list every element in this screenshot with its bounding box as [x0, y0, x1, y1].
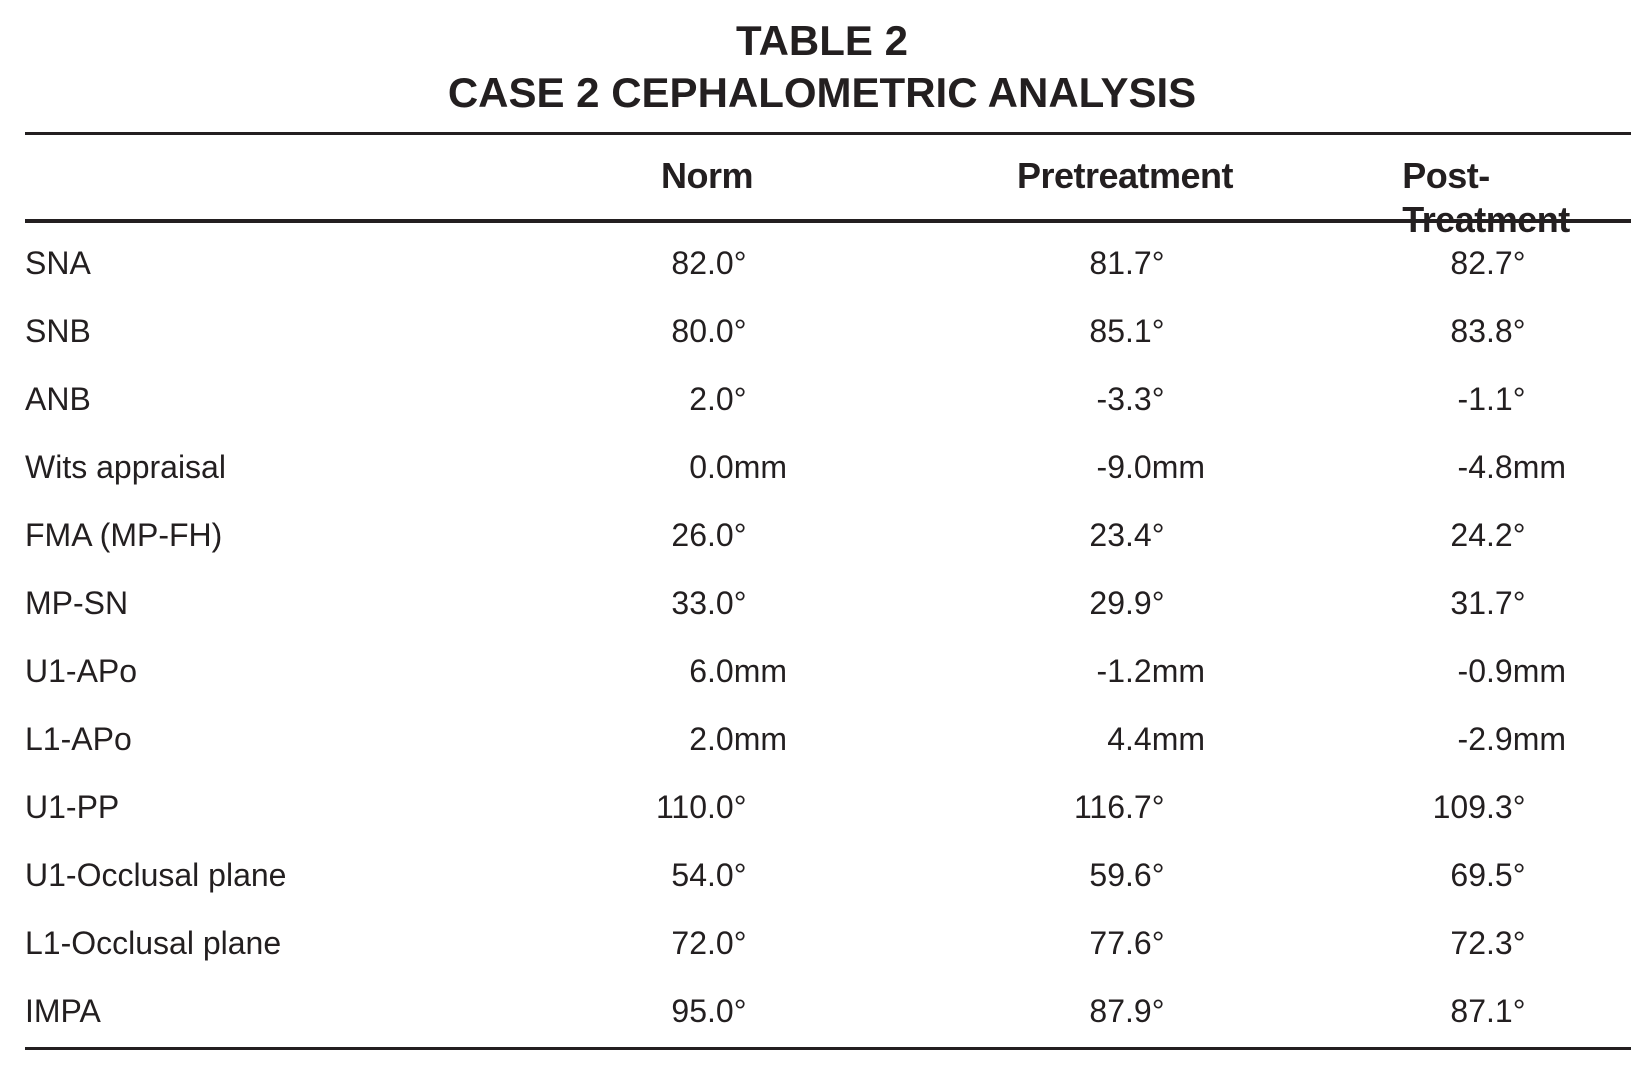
value-cell: -1.1° [1457, 381, 1526, 417]
value-cell: 4.4mm [1107, 721, 1205, 757]
value-cell: -2.9mm [1457, 721, 1566, 757]
row-label: L1-APo [25, 721, 132, 757]
row-label: SNA [25, 245, 91, 281]
value-cell: 82.0° [671, 245, 747, 281]
table-subtitle: CASE 2 CEPHALOMETRIC ANALYSIS [447, 69, 1197, 116]
row-label: L1-Occlusal plane [25, 925, 282, 961]
value-cell: 59.6° [1089, 857, 1165, 893]
value-cell: 72.3° [1450, 925, 1526, 961]
value-cell: 2.0mm [689, 721, 787, 757]
value-cell: -4.8mm [1457, 449, 1566, 485]
column-header: Norm [660, 155, 754, 196]
value-cell: 80.0° [671, 313, 747, 349]
value-cell: 95.0° [671, 993, 747, 1029]
row-label: Wits appraisal [25, 449, 226, 485]
value-cell: 110.0° [655, 789, 747, 825]
row-label: U1-PP [25, 789, 120, 825]
value-cell: 82.7° [1450, 245, 1526, 281]
row-label: FMA (MP-FH) [25, 517, 223, 553]
row-label: U1-APo [25, 653, 138, 689]
value-cell: -9.0mm [1096, 449, 1205, 485]
header-rule [25, 219, 1631, 223]
table-title: TABLE 2 [736, 17, 908, 64]
value-cell: 81.7° [1089, 245, 1165, 281]
value-cell: 33.0° [671, 585, 747, 621]
value-cell: 87.9° [1089, 993, 1165, 1029]
value-cell: 87.1° [1450, 993, 1526, 1029]
row-label: U1-Occlusal plane [25, 857, 287, 893]
top-rule [25, 132, 1631, 135]
value-cell: 24.2° [1450, 517, 1526, 553]
value-cell: 0.0mm [689, 449, 787, 485]
value-cell: 2.0° [689, 381, 747, 417]
value-cell: 29.9° [1089, 585, 1165, 621]
value-cell: 6.0mm [689, 653, 787, 689]
bottom-rule [25, 1047, 1631, 1050]
value-cell: 109.3° [1432, 789, 1526, 825]
value-cell: 85.1° [1089, 313, 1165, 349]
value-cell: 72.0° [671, 925, 747, 961]
value-cell: 54.0° [671, 857, 747, 893]
value-cell: 116.7° [1073, 789, 1165, 825]
value-cell: 69.5° [1450, 857, 1526, 893]
value-cell: 31.7° [1450, 585, 1526, 621]
value-cell: 77.6° [1089, 925, 1165, 961]
value-cell: 23.4° [1089, 517, 1165, 553]
column-header: Pretreatment [1016, 155, 1234, 196]
value-cell: -0.9mm [1457, 653, 1566, 689]
value-cell: 26.0° [671, 517, 747, 553]
row-label: ANB [25, 381, 91, 417]
column-header: Post-Treatment [1402, 155, 1570, 240]
value-cell: 83.8° [1450, 313, 1526, 349]
value-cell: -1.2mm [1096, 653, 1205, 689]
row-label: IMPA [25, 993, 101, 1029]
row-label: SNB [25, 313, 91, 349]
row-label: MP-SN [25, 585, 129, 621]
value-cell: -3.3° [1096, 381, 1165, 417]
